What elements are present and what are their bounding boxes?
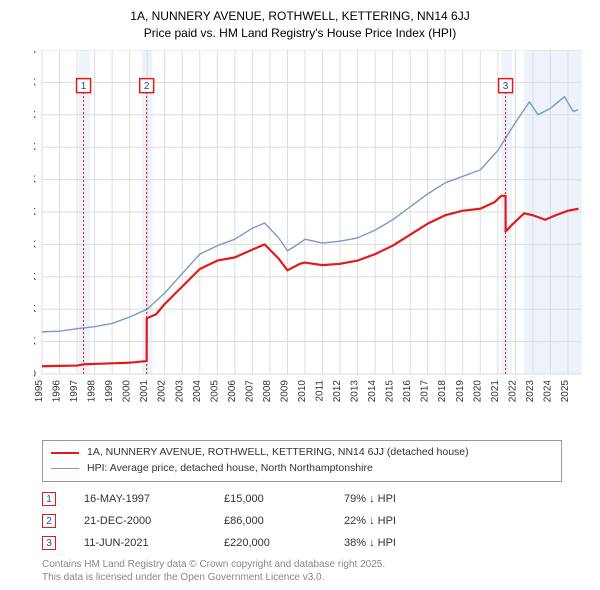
sale-price-3: £220,000 [224,537,344,549]
svg-text:1999: 1999 [104,380,115,403]
svg-text:2014: 2014 [367,380,378,403]
svg-text:2005: 2005 [209,380,220,403]
sale-price-2: £86,000 [224,515,344,527]
price-chart: £0 £50K £100K £150K £200K £250K £300K £350K £400… [34,50,590,412]
svg-text:1995: 1995 [34,380,45,403]
sale-diff-3: 38% ↓ HPI [344,537,464,549]
sale-date-2: 21-DEC-2000 [84,515,224,527]
svg-text:£0: £0 [34,369,36,380]
sale-row-2: 2 21-DEC-2000 £86,000 22% ↓ HPI [42,510,464,532]
attribution-line-1: Contains HM Land Registry data © Crown c… [42,558,385,571]
legend-row-hpi: HPI: Average price, detached house, Nort… [51,461,553,477]
svg-text:2023: 2023 [525,380,536,403]
sale-row-3: 3 11-JUN-2021 £220,000 38% ↓ HPI [42,532,464,554]
attribution: Contains HM Land Registry data © Crown c… [42,558,385,584]
legend-swatch-property [51,452,79,455]
svg-text:£50K: £50K [34,337,36,348]
svg-text:2017: 2017 [420,380,431,403]
svg-text:2018: 2018 [437,380,448,403]
legend-label-hpi: HPI: Average price, detached house, Nort… [87,461,373,477]
svg-text:2000: 2000 [122,380,133,403]
sale-marker-1: 1 [42,492,56,506]
sale-marker-3: 3 [42,536,56,550]
svg-text:2002: 2002 [157,380,168,403]
sale-diff-2: 22% ↓ HPI [344,515,464,527]
svg-text:2020: 2020 [472,380,483,403]
svg-text:2009: 2009 [279,380,290,403]
svg-text:£250K: £250K [34,207,36,218]
svg-text:1: 1 [81,81,87,92]
legend-label-property: 1A, NUNNERY AVENUE, ROTHWELL, KETTERING,… [87,445,469,461]
svg-text:3: 3 [503,81,509,92]
svg-text:£200K: £200K [34,239,36,250]
svg-text:2024: 2024 [542,380,553,403]
svg-text:2025: 2025 [560,380,571,403]
title-block: 1A, NUNNERY AVENUE, ROTHWELL, KETTERING,… [0,0,600,42]
svg-text:2001: 2001 [139,380,150,403]
legend: 1A, NUNNERY AVENUE, ROTHWELL, KETTERING,… [42,440,562,482]
sale-date-1: 16-MAY-1997 [84,493,224,505]
svg-text:£300K: £300K [34,175,36,186]
svg-text:2003: 2003 [174,380,185,403]
svg-text:£400K: £400K [34,110,36,121]
svg-text:2: 2 [144,81,150,92]
svg-text:2004: 2004 [192,380,203,403]
svg-text:2022: 2022 [507,380,518,403]
svg-text:2010: 2010 [297,380,308,403]
svg-text:1996: 1996 [52,380,63,403]
svg-text:£450K: £450K [34,77,36,88]
svg-text:2012: 2012 [332,380,343,403]
svg-text:£350K: £350K [34,142,36,153]
svg-text:1998: 1998 [87,380,98,403]
svg-text:2007: 2007 [244,380,255,403]
sale-price-1: £15,000 [224,493,344,505]
sale-diff-1: 79% ↓ HPI [344,493,464,505]
svg-text:2013: 2013 [350,380,361,403]
svg-text:1997: 1997 [69,380,80,403]
sales-table: 1 16-MAY-1997 £15,000 79% ↓ HPI 2 21-DEC… [42,488,464,554]
sale-marker-2: 2 [42,514,56,528]
legend-row-property: 1A, NUNNERY AVENUE, ROTHWELL, KETTERING,… [51,445,553,461]
svg-text:2011: 2011 [315,380,326,402]
title-line-1: 1A, NUNNERY AVENUE, ROTHWELL, KETTERING,… [0,8,600,25]
svg-text:2021: 2021 [490,380,501,403]
svg-text:2016: 2016 [402,380,413,403]
title-line-2: Price paid vs. HM Land Registry's House … [0,25,600,42]
svg-text:£100K: £100K [34,304,36,315]
svg-text:£150K: £150K [34,272,36,283]
svg-text:2008: 2008 [262,380,273,403]
svg-text:£500K: £500K [34,50,36,56]
chart-container: 1A, NUNNERY AVENUE, ROTHWELL, KETTERING,… [0,0,600,590]
svg-text:2006: 2006 [227,380,238,403]
svg-text:2019: 2019 [455,380,466,403]
sale-row-1: 1 16-MAY-1997 £15,000 79% ↓ HPI [42,488,464,510]
attribution-line-2: This data is licensed under the Open Gov… [42,571,385,584]
sale-date-3: 11-JUN-2021 [84,537,224,549]
svg-text:2015: 2015 [385,380,396,403]
legend-swatch-hpi [51,468,79,470]
